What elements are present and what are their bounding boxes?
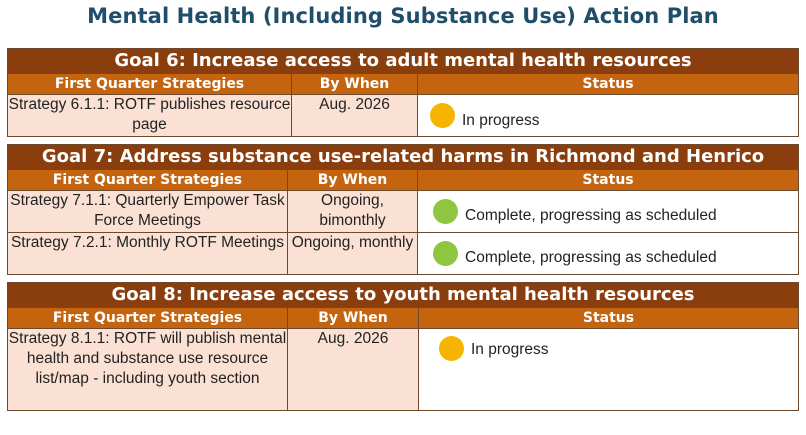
status-text: In progress bbox=[462, 112, 540, 129]
by-when-cell: Ongoing, monthly bbox=[287, 232, 418, 275]
strategy-cell: Strategy 7.1.1: Quarterly Empower Task F… bbox=[7, 190, 288, 233]
page-title: Mental Health (Including Substance Use) … bbox=[87, 4, 719, 28]
column-header-status: Status bbox=[416, 73, 800, 95]
status-cell: Complete, progressing as scheduled bbox=[416, 232, 800, 275]
column-header-by-when: By When bbox=[287, 169, 418, 191]
table-row: Strategy 7.2.1: Monthly ROTF Meetings On… bbox=[7, 232, 800, 275]
status-text: Complete, progressing as scheduled bbox=[465, 249, 717, 266]
by-when-cell: Aug. 2026 bbox=[291, 94, 418, 137]
by-when-cell: Aug. 2026 bbox=[287, 328, 419, 411]
strategy-cell: Strategy 8.1.1: ROTF will publish mental… bbox=[7, 328, 288, 411]
goal-8-table: Goal 8: Increase access to youth mental … bbox=[6, 282, 800, 411]
green-status-circle-icon bbox=[433, 198, 458, 224]
status-cell: In progress bbox=[417, 328, 800, 411]
green-status-circle-icon bbox=[433, 240, 458, 266]
column-header-status: Status bbox=[417, 307, 800, 329]
goal-6-table: Goal 6: Increase access to adult mental … bbox=[6, 48, 800, 137]
table-row: Strategy 8.1.1: ROTF will publish mental… bbox=[7, 328, 800, 411]
yellow-status-circle-icon bbox=[439, 335, 464, 361]
goal-title: Goal 8: Increase access to youth mental … bbox=[6, 282, 800, 308]
yellow-status-circle-icon bbox=[430, 102, 455, 128]
strategy-cell: Strategy 6.1.1: ROTF publishes resource … bbox=[7, 94, 292, 137]
goal-7-table: Goal 7: Address substance use-related ha… bbox=[6, 144, 800, 275]
strategy-cell: Strategy 7.2.1: Monthly ROTF Meetings bbox=[7, 232, 288, 275]
status-cell: In progress bbox=[416, 94, 800, 137]
column-header-strategies: First Quarter Strategies bbox=[7, 307, 288, 329]
status-cell: Complete, progressing as scheduled bbox=[416, 190, 800, 233]
goal-title: Goal 7: Address substance use-related ha… bbox=[6, 144, 800, 170]
column-header-strategies: First Quarter Strategies bbox=[7, 169, 288, 191]
column-header-status: Status bbox=[416, 169, 800, 191]
column-header-by-when: By When bbox=[287, 307, 419, 329]
status-text: Complete, progressing as scheduled bbox=[465, 207, 717, 224]
column-header-by-when: By When bbox=[291, 73, 418, 95]
status-text: In progress bbox=[471, 341, 549, 358]
goal-title: Goal 6: Increase access to adult mental … bbox=[6, 48, 800, 74]
table-row: Strategy 6.1.1: ROTF publishes resource … bbox=[7, 94, 800, 137]
column-header-strategies: First Quarter Strategies bbox=[7, 73, 292, 95]
table-row: Strategy 7.1.1: Quarterly Empower Task F… bbox=[7, 190, 800, 233]
by-when-cell: Ongoing, bimonthly bbox=[287, 190, 418, 233]
